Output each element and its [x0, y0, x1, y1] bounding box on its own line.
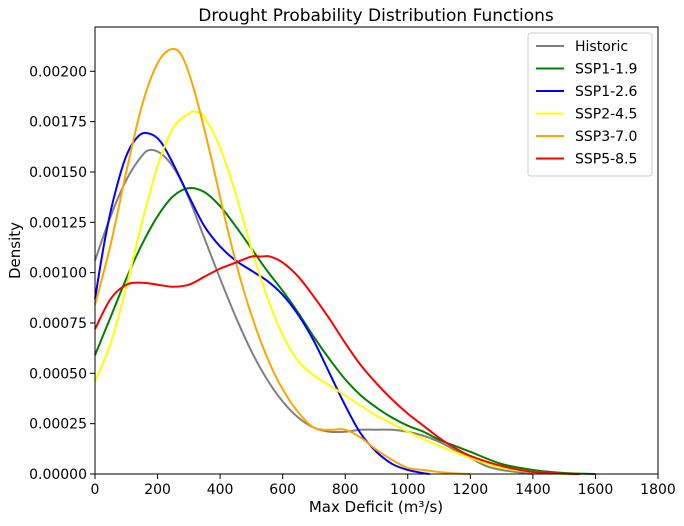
x-tick-label: 600: [269, 482, 296, 498]
legend-label-ssp5-8-5: SSP5-8.5: [575, 152, 637, 168]
x-tick-label: 400: [207, 482, 234, 498]
series-line-historic: [94, 148, 534, 475]
series-line-ssp3-7-0: [94, 47, 471, 475]
y-tick-label: 0.00075: [29, 316, 87, 332]
y-tick-label: 0.00050: [29, 366, 87, 382]
x-tick-label: 200: [144, 482, 171, 498]
legend-label-ssp2-4-5: SSP2-4.5: [575, 107, 637, 123]
x-tick-label: 1800: [640, 482, 676, 498]
y-tick-label: 0.00100: [29, 266, 87, 282]
x-tick-label: 0: [91, 482, 100, 498]
legend-label-historic: Historic: [575, 39, 628, 55]
series-line-ssp1-2-6: [94, 131, 430, 475]
y-axis-label: Density: [6, 222, 24, 279]
y-tick-label: 0.00200: [29, 64, 87, 80]
y-tick-label: 0.00150: [29, 165, 87, 181]
x-tick-label: 1000: [390, 482, 426, 498]
plot-area-frame: [94, 26, 659, 475]
x-tick-label: 1400: [515, 482, 551, 498]
y-tick-label: 0.00025: [29, 417, 87, 433]
x-tick-label: 1600: [578, 482, 614, 498]
x-tick-label: 800: [332, 482, 359, 498]
y-tick-label: 0.00125: [29, 215, 87, 231]
legend-label-ssp3-7-0: SSP3-7.0: [575, 129, 637, 145]
series-line-ssp2-4-5: [94, 110, 565, 475]
legend-label-ssp1-2-6: SSP1-2.6: [575, 84, 638, 100]
y-tick-label: 0.00175: [29, 115, 87, 131]
x-tick-label: 1200: [453, 482, 489, 498]
series-line-ssp1-1-9: [94, 186, 596, 475]
legend: Historic SSP1-1.9 SSP1-2.6 SSP2-4.5 SSP3-7.0…: [527, 32, 653, 177]
x-axis-label: Max Deficit (m³/s): [309, 498, 443, 516]
chart-title: Drought Probability Distribution Functio…: [198, 6, 554, 26]
series-line-ssp5-8-5: [94, 255, 580, 475]
legend-label-ssp1-1-9: SSP1-1.9: [575, 62, 637, 78]
y-tick-label: 0.00000: [29, 467, 87, 483]
